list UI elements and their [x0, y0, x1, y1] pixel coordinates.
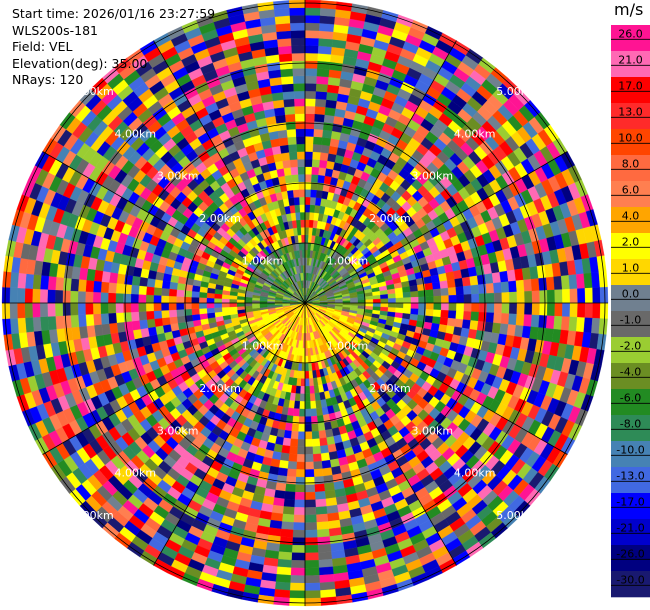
- colorbar-tick-label: 17.0: [618, 79, 643, 92]
- colorbar-tick-label: -4.0: [620, 365, 641, 378]
- colorbar-tick-label: -6.0: [620, 391, 641, 404]
- colorbar-tick-label: 10.0: [618, 131, 643, 144]
- colorbar-tick-label: 2.0: [622, 235, 640, 248]
- colorbar-tick-label: -13.0: [616, 469, 644, 482]
- colorbar-tick-label: -30.0: [616, 573, 644, 586]
- colorbar-tick-label: 13.0: [618, 105, 643, 118]
- colorbar-tick-label: 8.0: [622, 157, 640, 170]
- colorbar-tick-label: -10.0: [616, 443, 644, 456]
- colorbar-tick-label: 4.0: [622, 209, 640, 222]
- colorbar-tick-label: -2.0: [620, 339, 641, 352]
- colorbar-tick-label: -17.0: [616, 495, 644, 508]
- colorbar-tick-label: 0.0: [622, 287, 640, 300]
- colorbar-tick-label: 21.0: [618, 53, 643, 66]
- colorbar-tick-label: -26.0: [616, 547, 644, 560]
- colorbar-tick-label: -8.0: [620, 417, 641, 430]
- colorbar-tick-label: -21.0: [616, 521, 644, 534]
- colorbar-tick-label: 6.0: [622, 183, 640, 196]
- colorbar-tick-label: -1.0: [620, 313, 641, 326]
- colorbar-tick-label: 1.0: [622, 261, 640, 274]
- colorbar-tick-label: 26.0: [618, 27, 643, 40]
